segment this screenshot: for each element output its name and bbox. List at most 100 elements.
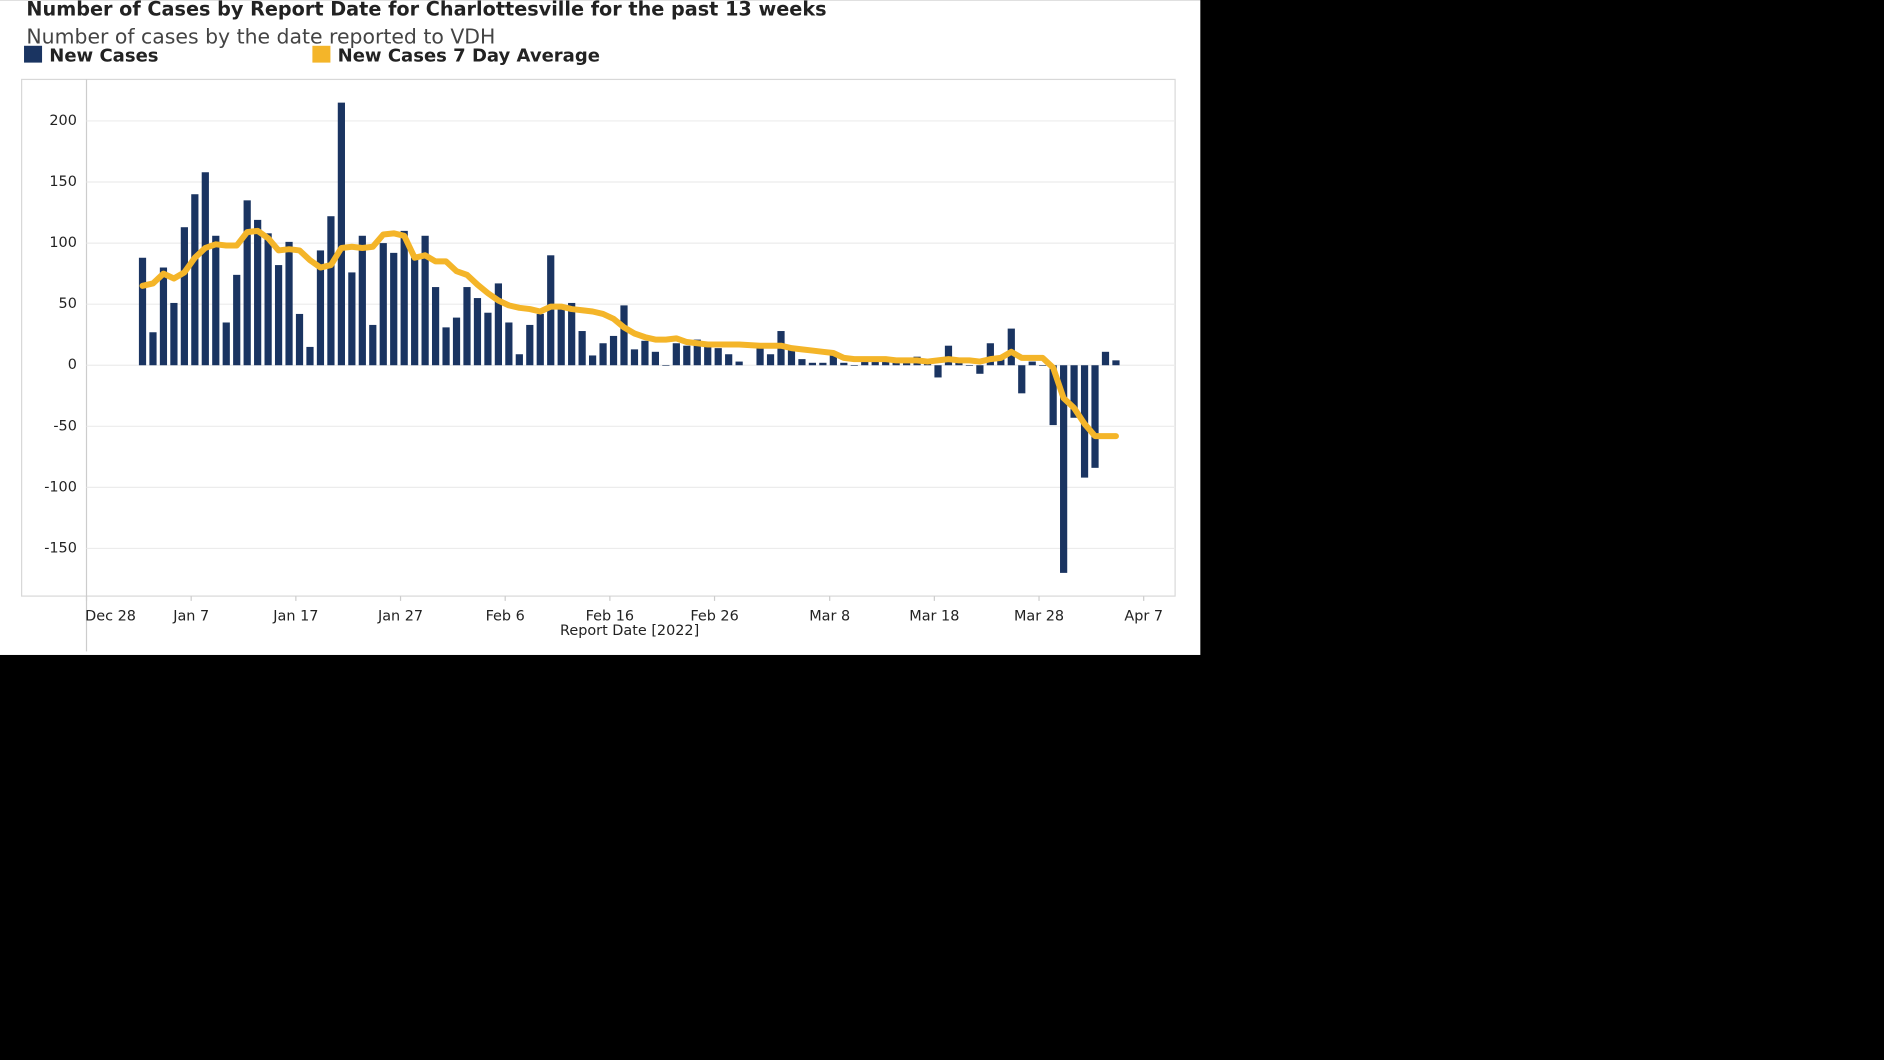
bar: [766, 354, 775, 366]
bar: [829, 355, 837, 366]
bar: [547, 255, 555, 366]
bar: [526, 324, 534, 366]
bar: [578, 331, 586, 366]
bar: [787, 348, 796, 366]
bar: [965, 365, 974, 366]
bar: [808, 362, 817, 366]
bar: [463, 287, 471, 366]
legend-label: New Cases 7 Day Average: [338, 46, 600, 67]
bar: [442, 327, 450, 366]
x-tick-label: Feb 6: [486, 609, 525, 625]
bar: [620, 305, 628, 366]
bar: [882, 361, 890, 366]
bar: [662, 365, 670, 366]
bar: [630, 349, 639, 366]
bar: [233, 274, 241, 366]
bar: [515, 354, 523, 366]
y-tick-label: 100: [49, 235, 77, 251]
bar: [944, 345, 953, 366]
bar: [714, 348, 722, 366]
bar: [431, 287, 440, 366]
bar: [505, 322, 513, 366]
bar: [400, 230, 408, 366]
plot-frame: [21, 78, 1176, 597]
bar: [693, 339, 701, 366]
bar: [704, 343, 712, 366]
chart-background: [0, 0, 1201, 655]
bar: [327, 216, 335, 366]
bar: [725, 354, 733, 366]
legend: New Cases New Cases 7 Day Average: [24, 46, 600, 67]
bar: [976, 365, 984, 374]
bar: [997, 359, 1005, 366]
bar: [641, 340, 649, 366]
bar: [274, 265, 283, 366]
bar: [568, 302, 576, 366]
bar: [191, 194, 199, 366]
bar: [358, 235, 366, 366]
bar: [871, 361, 879, 366]
bar: [850, 365, 858, 366]
chart-subtitle: Number of cases by the date reported to …: [26, 24, 495, 48]
bar: [484, 312, 492, 366]
x-tick-label: Feb 26: [690, 609, 738, 625]
bar: [473, 298, 482, 366]
x-tick-label: Mar 8: [809, 609, 850, 625]
bar: [840, 362, 848, 366]
bar: [316, 250, 325, 366]
bar: [1101, 351, 1110, 366]
x-axis-title: Report Date [2022]: [560, 623, 699, 639]
bar: [599, 343, 607, 366]
bar: [180, 227, 188, 366]
bar: [1112, 360, 1120, 366]
bar: [986, 343, 994, 366]
y-tick-label: -50: [53, 418, 77, 434]
bar: [934, 365, 942, 378]
bar: [411, 257, 419, 366]
bar: [264, 233, 272, 366]
bar: [149, 332, 157, 366]
bar: [379, 243, 387, 366]
bar: [170, 302, 178, 366]
y-tick-label: -150: [44, 540, 77, 556]
bar: [1039, 365, 1047, 366]
bar: [588, 355, 597, 366]
bar: [222, 322, 230, 366]
y-tick-label: 200: [49, 113, 77, 129]
bar: [819, 362, 827, 366]
bar: [494, 283, 502, 366]
chart-title: Number of Cases by Report Date for Charl…: [26, 0, 826, 20]
bar: [421, 235, 429, 366]
bar: [609, 335, 618, 366]
bar: [1060, 365, 1068, 573]
bar: [1070, 365, 1078, 418]
bar: [536, 313, 544, 366]
bar: [452, 317, 461, 366]
bar: [212, 235, 220, 366]
x-tick-label: Mar 28: [1014, 609, 1064, 625]
bar: [390, 252, 398, 366]
bar: [651, 351, 660, 366]
legend-swatch: [24, 45, 43, 63]
bar: [1049, 365, 1057, 426]
x-tick-label: Jan 27: [377, 609, 423, 625]
bar: [348, 272, 356, 366]
y-tick-label: 150: [49, 174, 77, 190]
bar: [138, 257, 147, 366]
x-tick-label: Mar 18: [909, 609, 959, 625]
bar: [369, 324, 377, 366]
x-tick-label: Dec 28: [85, 609, 136, 625]
bar: [337, 102, 345, 366]
bar: [672, 343, 680, 366]
y-tick-label: 50: [59, 296, 77, 312]
bar: [243, 200, 251, 366]
legend-swatch: [312, 45, 331, 63]
y-tick-label: 0: [68, 357, 77, 373]
bar: [1018, 365, 1026, 394]
bar: [1007, 328, 1015, 366]
bar: [861, 360, 869, 366]
legend-label: New Cases: [49, 46, 158, 67]
y-tick-label: -100: [44, 479, 77, 495]
